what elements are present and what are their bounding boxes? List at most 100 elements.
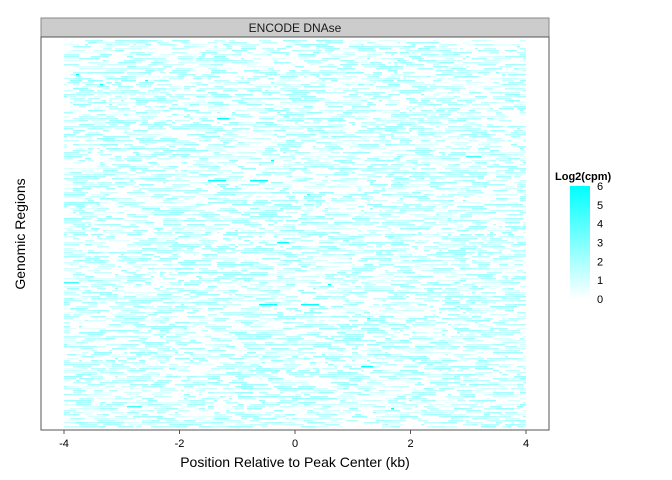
heatmap-cell <box>259 236 262 238</box>
heatmap-cell <box>406 210 424 212</box>
heatmap-cell <box>139 68 151 70</box>
heatmap-cell <box>130 68 139 70</box>
heatmap-cell <box>229 160 238 162</box>
heatmap-cell <box>166 216 169 218</box>
heatmap-cell <box>406 106 409 108</box>
heatmap-cell <box>199 104 211 106</box>
heatmap-cell <box>70 98 76 100</box>
heatmap-cell <box>256 386 268 388</box>
heatmap-cell <box>439 270 451 272</box>
heatmap-cell <box>319 78 337 80</box>
heatmap-cell <box>481 286 490 288</box>
heatmap-cell <box>418 200 433 202</box>
heatmap-cell <box>253 264 256 266</box>
heatmap-cell <box>370 404 376 406</box>
heatmap-cell <box>448 394 451 396</box>
heatmap-cell <box>409 180 418 182</box>
heatmap-cell <box>352 272 361 274</box>
heatmap-cell <box>223 292 235 294</box>
heatmap-cell <box>364 266 382 268</box>
heatmap-cell <box>82 352 88 354</box>
heatmap-cell <box>370 218 382 220</box>
heatmap-cell <box>334 160 346 162</box>
heatmap-cell <box>79 116 94 118</box>
heatmap-cell <box>472 268 490 270</box>
heatmap-cell <box>172 264 181 266</box>
heatmap-cell <box>442 264 448 266</box>
heatmap-cell <box>337 140 343 142</box>
heatmap-cell <box>136 284 142 286</box>
heatmap-cell <box>439 358 451 360</box>
heatmap-cell <box>475 122 478 124</box>
heatmap-cell <box>277 172 292 174</box>
heatmap-cell <box>238 180 247 182</box>
heatmap-cell <box>208 106 223 108</box>
heatmap-cell <box>385 246 391 248</box>
heatmap-cell <box>331 156 346 158</box>
heatmap-cell <box>274 250 286 252</box>
heatmap-cell <box>442 374 457 376</box>
heatmap-cell <box>523 182 526 184</box>
heatmap-cell <box>475 248 481 250</box>
heatmap-cell <box>382 166 400 168</box>
heatmap-cell <box>472 104 490 106</box>
heatmap-cell <box>220 338 238 340</box>
heatmap-cell <box>130 352 145 354</box>
heatmap-cell <box>64 326 70 328</box>
heatmap-cell <box>208 396 217 398</box>
heatmap-cell <box>292 410 301 412</box>
heatmap-cell <box>181 304 184 306</box>
heatmap-cell <box>433 80 439 82</box>
heatmap-cell <box>82 188 91 190</box>
heatmap-cell <box>217 262 220 264</box>
heatmap-cell <box>94 390 103 392</box>
heatmap-cell <box>217 152 220 154</box>
heatmap-cell <box>166 318 169 320</box>
heatmap-cell <box>64 250 79 252</box>
heatmap-cell <box>427 376 436 378</box>
heatmap-cell <box>73 190 82 192</box>
heatmap-cell <box>205 336 211 338</box>
heatmap-cell <box>271 142 286 144</box>
heatmap-cell <box>214 164 217 166</box>
heatmap-cell <box>508 96 517 98</box>
heatmap-cell <box>373 406 385 408</box>
heatmap-cell <box>412 124 418 126</box>
heatmap-cell <box>121 308 133 310</box>
heatmap-cell <box>373 172 391 174</box>
heatmap-cell <box>154 210 169 212</box>
heatmap-cell <box>193 138 196 140</box>
heatmap-cell <box>433 234 439 236</box>
heatmap-cell <box>355 222 370 224</box>
heatmap-cell <box>205 124 211 126</box>
heatmap-cell <box>517 128 520 130</box>
heatmap-cell <box>118 360 127 362</box>
heatmap-cell <box>358 150 361 152</box>
heatmap-cell <box>220 362 229 364</box>
heatmap-cell <box>340 184 358 186</box>
heatmap-cell <box>289 70 295 72</box>
heatmap-cell <box>91 388 106 390</box>
heatmap-cell <box>208 314 211 316</box>
heatmap-cell <box>115 378 130 380</box>
heatmap-cell <box>436 336 448 338</box>
heatmap-cell <box>316 388 328 390</box>
heatmap-cell <box>517 406 523 408</box>
heatmap-cell <box>79 266 82 268</box>
heatmap-cell <box>328 156 331 158</box>
heatmap-cell <box>415 178 421 180</box>
heatmap-cell <box>190 292 208 294</box>
heatmap-cell <box>82 184 100 186</box>
heatmap-cell <box>466 244 481 246</box>
heatmap-cell <box>319 276 325 278</box>
heatmap-cell <box>70 208 79 210</box>
heatmap-cell <box>349 286 355 288</box>
heatmap-cell <box>79 408 97 410</box>
heatmap-cell <box>430 116 448 118</box>
heatmap-cell <box>373 354 391 356</box>
heatmap-cell <box>382 212 397 214</box>
heatmap-cell <box>262 134 274 136</box>
heatmap-cell <box>364 284 376 286</box>
heatmap-cell <box>493 352 511 354</box>
heatmap-cell <box>523 56 526 58</box>
